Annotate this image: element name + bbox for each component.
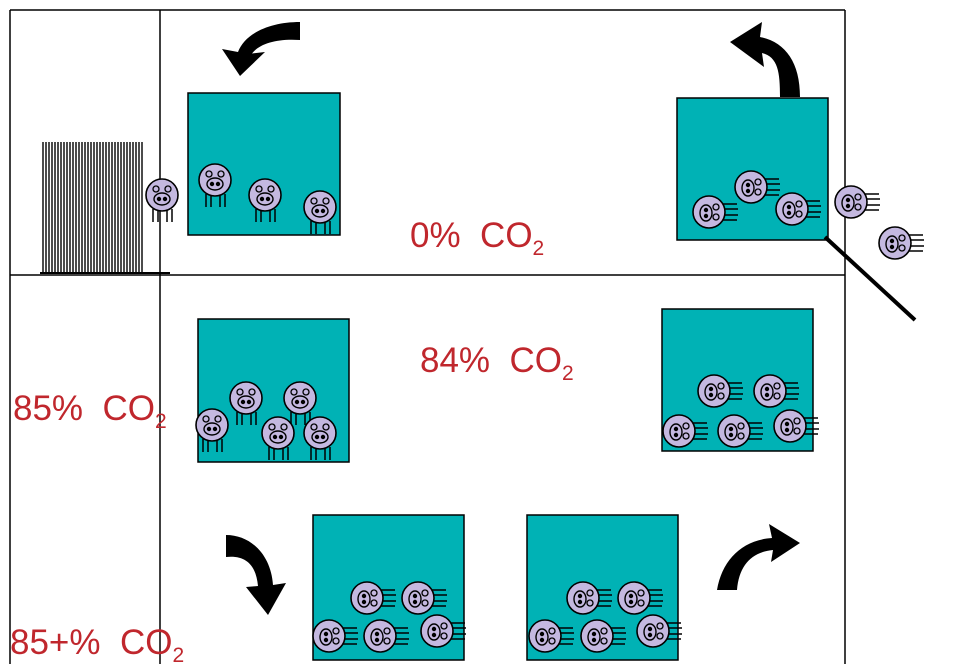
- pig-icon: [878, 226, 925, 260]
- curved-arrow-icon: [730, 22, 800, 97]
- exit-ramp: [823, 235, 917, 322]
- co2-label-top: 0% CO2: [410, 216, 545, 260]
- curved-arrow-icon: [226, 535, 286, 615]
- pig-icon: [145, 178, 179, 223]
- curved-arrow-icon: [717, 524, 800, 590]
- co2-label-middle: 84% CO2: [420, 341, 574, 385]
- co2-label-left-upper: 85% CO2: [13, 389, 167, 433]
- curved-arrow-icon: [222, 22, 300, 76]
- pig-icon: [834, 185, 881, 219]
- co2-label-left-lower: 85+% CO2: [10, 623, 185, 667]
- gate-icon: [42, 142, 143, 272]
- frame-lines: [9, 9, 846, 664]
